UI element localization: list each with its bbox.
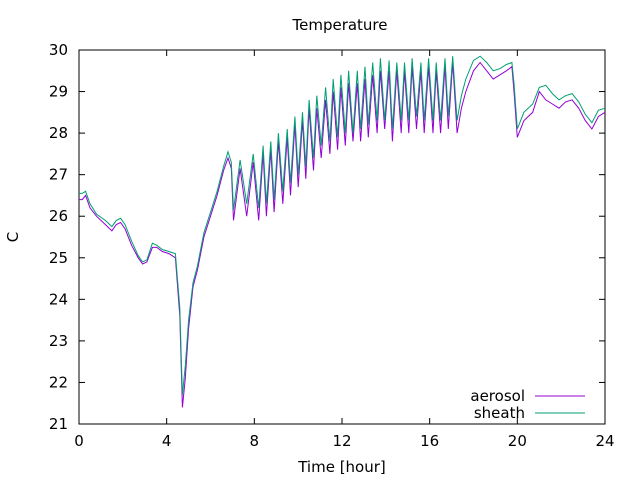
plot-area: 0 4 8 12 16 20 24 21 22 23 24 25 26 27 28 29 30 xyxy=(49,41,615,450)
y-axis: 21 22 23 24 25 26 27 28 29 30 xyxy=(49,41,605,433)
legend-label-sheath: sheath xyxy=(474,404,525,422)
x-tick-label: 16 xyxy=(420,432,439,450)
x-axis: 0 4 8 12 16 20 24 xyxy=(74,50,615,450)
series-line-sheath xyxy=(79,55,606,395)
y-tick-label: 29 xyxy=(49,83,68,101)
y-tick-label: 21 xyxy=(49,415,68,433)
series-lines xyxy=(79,55,606,408)
x-tick-label: 20 xyxy=(508,432,527,450)
chart-title: Temperature xyxy=(291,16,387,34)
x-axis-title: Time [hour] xyxy=(297,458,386,476)
y-tick-label: 28 xyxy=(49,124,68,142)
y-tick-label: 22 xyxy=(49,373,68,391)
y-axis-title: C xyxy=(4,232,22,242)
x-tick-label: 4 xyxy=(162,432,172,450)
y-tick-label: 25 xyxy=(49,249,68,267)
y-tick-label: 30 xyxy=(49,41,68,59)
y-tick-label: 26 xyxy=(49,207,68,225)
x-tick-label: 24 xyxy=(595,432,614,450)
legend-label-aerosol: aerosol xyxy=(470,387,525,405)
y-tick-label: 27 xyxy=(49,166,68,184)
x-tick-label: 8 xyxy=(250,432,260,450)
y-tick-label: 24 xyxy=(49,290,68,308)
x-tick-label: 0 xyxy=(74,432,84,450)
x-tick-label: 12 xyxy=(332,432,351,450)
y-tick-label: 23 xyxy=(49,332,68,350)
series-line-aerosol xyxy=(79,61,606,408)
